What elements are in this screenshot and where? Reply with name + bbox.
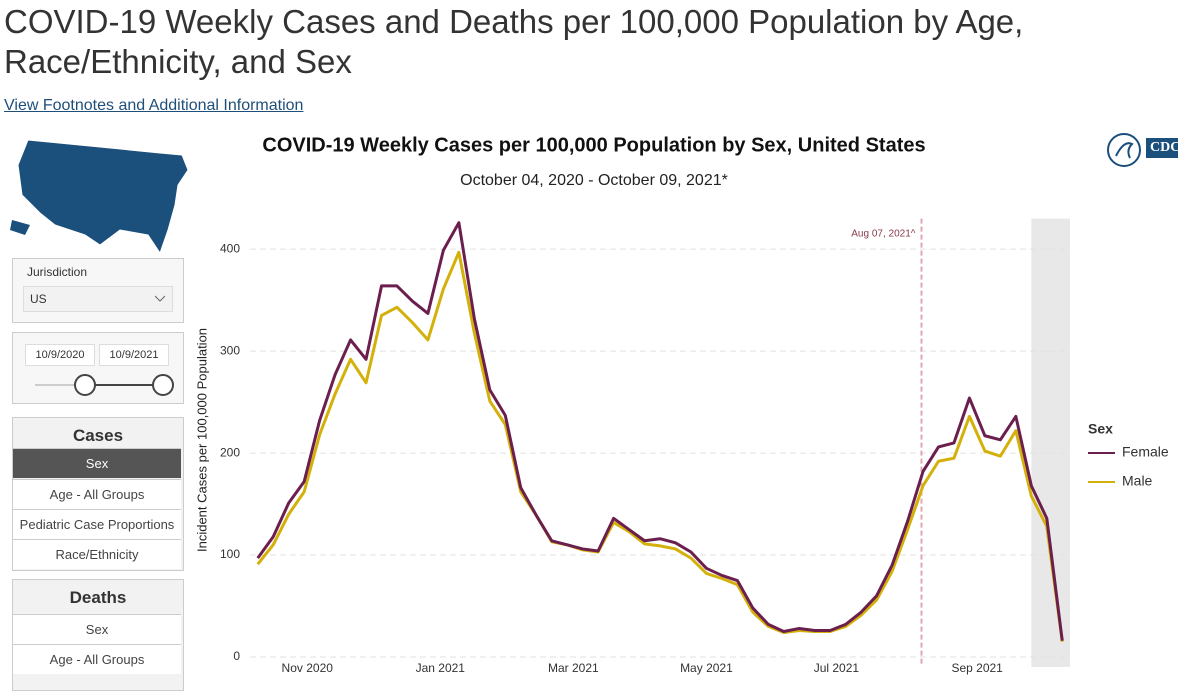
y-tick-label: 100 [220,547,240,561]
footnotes-link[interactable]: View Footnotes and Additional Informatio… [4,97,304,114]
menu-button[interactable]: Sex [13,614,181,644]
y-tick-label: 400 [220,241,240,255]
cdc-text: CDC [1146,138,1178,158]
series-line [256,221,1064,641]
y-tick-label: 0 [233,649,240,663]
chart-title: COVID-19 Weekly Cases per 100,000 Popula… [262,134,925,156]
x-tick-label: Nov 2020 [282,661,334,675]
legend-label: Female [1122,444,1169,460]
title-line: COVID-19 Weekly Cases and Deaths per 100… [4,3,1024,40]
dropdown-value: US [30,292,47,306]
chart-subtitle: October 04, 2020 - October 09, 2021* [460,172,728,189]
cases-panel: Cases Sex Age - All Groups Pediatric Cas… [12,417,184,571]
menu-button[interactable]: Race/Ethnicity [13,539,181,569]
us-map[interactable] [10,135,195,255]
menu-button[interactable]: Age - All Groups [13,644,181,674]
hhs-emblem [1107,133,1141,167]
panel-heading: Deaths [69,588,127,607]
page-title: COVID-19 Weekly Cases and Deaths per 100… [4,2,1023,82]
y-axis-label: Incident Cases per 100,000 Population [194,328,209,552]
menu-button[interactable]: Pediatric Case Proportions [13,509,181,539]
panel-heading: Cases [72,426,124,445]
legend-title: Sex [1088,421,1113,437]
y-tick-label: 200 [220,445,240,459]
chart: COVID-19 Weekly Cases per 100,000 Popula… [194,134,1169,675]
x-tick-label: Mar 2021 [548,661,599,675]
x-tick-label: May 2021 [680,661,733,675]
chevron [154,295,166,302]
date-slider[interactable]: 10/9/2020 10/9/2021 [12,332,184,404]
cdc-logo: CDC [1106,132,1178,168]
slider-handle[interactable] [152,374,174,396]
y-tick-label: 300 [220,343,240,357]
x-tick-label: Sep 2021 [951,661,1003,675]
filter-label: Jurisdiction [27,265,88,279]
jurisdiction-filter[interactable]: Jurisdiction US [12,258,184,323]
menu-button[interactable]: Sex [13,448,181,478]
legend-label: Male [1122,473,1153,489]
slider [35,374,174,396]
date-start[interactable]: 10/9/2020 [25,344,95,366]
series-line [256,250,1064,642]
slider-handle[interactable] [74,374,96,396]
annotation-label: Aug 07, 2021^ [851,229,915,240]
x-tick-label: Jul 2021 [814,661,860,675]
shaded-region [1031,218,1070,667]
date-end[interactable]: 10/9/2021 [99,344,169,366]
deaths-panel: Deaths Sex Age - All Groups [12,579,184,691]
dropdown[interactable]: US [23,286,173,312]
menu-button[interactable]: Age - All Groups [13,479,181,509]
x-tick-label: Jan 2021 [416,661,466,675]
map-alaska [10,220,30,235]
map-shape [17,139,189,255]
title-line: Race/Ethnicity, and Sex [4,43,352,80]
